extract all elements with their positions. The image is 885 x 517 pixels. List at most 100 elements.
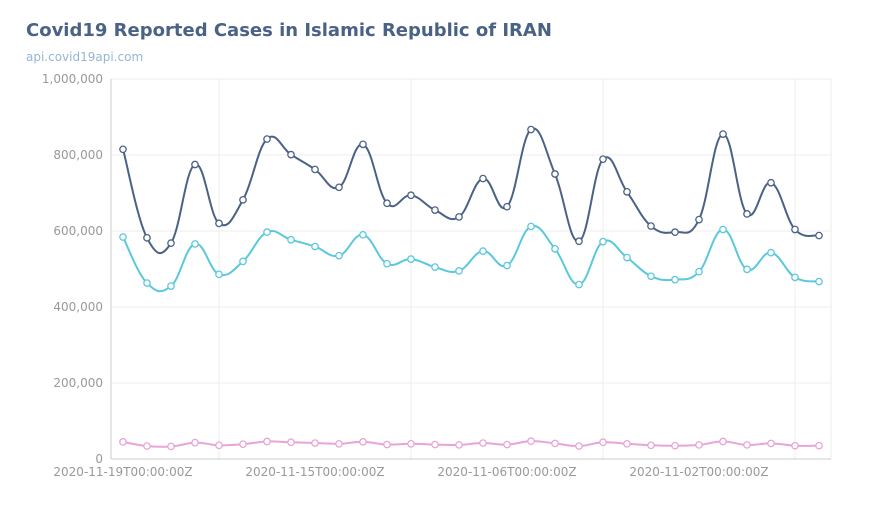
data-point[interactable] xyxy=(599,237,607,246)
data-point[interactable] xyxy=(335,183,343,192)
data-point[interactable] xyxy=(743,441,751,449)
data-point[interactable] xyxy=(407,191,415,200)
data-point[interactable] xyxy=(623,188,631,196)
data-point[interactable] xyxy=(503,202,511,211)
data-point[interactable] xyxy=(335,439,343,448)
data-point[interactable] xyxy=(767,439,775,448)
data-point[interactable] xyxy=(695,267,703,276)
data-point[interactable] xyxy=(575,280,583,289)
data-point[interactable] xyxy=(575,442,583,450)
data-point[interactable] xyxy=(791,273,799,282)
series-line xyxy=(122,224,820,293)
data-point[interactable] xyxy=(551,439,559,448)
data-point[interactable] xyxy=(119,145,127,154)
data-point[interactable] xyxy=(671,441,679,450)
data-point[interactable] xyxy=(599,155,607,164)
data-point[interactable] xyxy=(287,235,295,244)
data-point[interactable] xyxy=(311,439,319,447)
data-point[interactable] xyxy=(815,441,823,450)
data-point[interactable] xyxy=(311,242,319,251)
data-point[interactable] xyxy=(743,265,751,274)
data-point[interactable] xyxy=(311,165,319,174)
data-point[interactable] xyxy=(407,255,415,263)
series-2 xyxy=(119,222,823,293)
data-point[interactable] xyxy=(695,215,703,224)
data-point[interactable] xyxy=(647,222,655,230)
data-point[interactable] xyxy=(191,160,199,169)
data-point[interactable] xyxy=(191,438,199,447)
data-point[interactable] xyxy=(671,275,679,284)
data-point[interactable] xyxy=(695,441,703,449)
data-point[interactable] xyxy=(263,228,271,236)
y-tick-label: 1,000,000 xyxy=(42,72,103,86)
data-point[interactable] xyxy=(479,247,487,255)
data-point[interactable] xyxy=(527,437,535,445)
data-point[interactable] xyxy=(815,277,823,286)
chart-subtitle[interactable]: api.covid19api.com xyxy=(26,50,144,64)
data-point[interactable] xyxy=(767,248,775,257)
data-point[interactable] xyxy=(455,213,463,221)
data-point[interactable] xyxy=(767,178,775,187)
data-point[interactable] xyxy=(647,441,655,450)
data-point[interactable] xyxy=(119,233,127,241)
data-point[interactable] xyxy=(143,279,151,287)
chart-title: Covid19 Reported Cases in Islamic Republ… xyxy=(26,20,552,41)
data-point[interactable] xyxy=(215,219,223,228)
data-point[interactable] xyxy=(239,440,247,449)
data-point[interactable] xyxy=(719,130,727,138)
data-point[interactable] xyxy=(527,125,535,134)
data-point[interactable] xyxy=(215,441,223,450)
data-point[interactable] xyxy=(743,210,751,218)
data-point[interactable] xyxy=(383,259,391,268)
data-point[interactable] xyxy=(191,240,199,248)
data-point[interactable] xyxy=(719,437,727,446)
data-point[interactable] xyxy=(671,228,679,236)
data-point[interactable] xyxy=(263,135,271,143)
data-point[interactable] xyxy=(455,441,463,449)
data-point[interactable] xyxy=(551,245,559,253)
data-point[interactable] xyxy=(791,441,799,450)
data-point[interactable] xyxy=(815,231,823,240)
data-point[interactable] xyxy=(431,206,439,214)
axes xyxy=(110,79,831,460)
data-point[interactable] xyxy=(383,199,391,208)
data-point[interactable] xyxy=(335,251,343,260)
x-tick-label: 2020-11-19T00:00:00Z xyxy=(53,465,192,479)
data-point[interactable] xyxy=(527,222,535,231)
data-point[interactable] xyxy=(503,440,511,449)
data-point[interactable] xyxy=(167,442,175,451)
data-point[interactable] xyxy=(431,440,439,449)
series-line xyxy=(122,127,820,255)
data-point[interactable] xyxy=(431,263,439,271)
data-point[interactable] xyxy=(623,439,631,448)
data-point[interactable] xyxy=(575,237,583,246)
data-point[interactable] xyxy=(359,230,367,239)
data-point[interactable] xyxy=(599,438,607,447)
data-point[interactable] xyxy=(479,439,487,447)
data-point[interactable] xyxy=(119,438,127,446)
data-point[interactable] xyxy=(455,267,463,275)
series-1 xyxy=(119,125,823,255)
data-point[interactable] xyxy=(503,261,511,270)
data-point[interactable] xyxy=(359,140,367,149)
data-point[interactable] xyxy=(647,272,655,281)
data-point[interactable] xyxy=(623,253,631,262)
data-point[interactable] xyxy=(359,438,367,446)
data-point[interactable] xyxy=(791,225,799,234)
data-point[interactable] xyxy=(383,440,391,449)
data-point[interactable] xyxy=(167,239,175,248)
data-point[interactable] xyxy=(287,438,295,447)
data-point[interactable] xyxy=(143,233,151,242)
data-point[interactable] xyxy=(719,225,727,234)
data-point[interactable] xyxy=(167,282,175,290)
data-point[interactable] xyxy=(479,174,487,183)
data-point[interactable] xyxy=(215,270,223,279)
y-tick-label: 400,000 xyxy=(53,300,103,314)
data-point[interactable] xyxy=(143,442,151,450)
data-point[interactable] xyxy=(407,439,415,448)
data-point[interactable] xyxy=(239,195,247,204)
data-point[interactable] xyxy=(239,257,247,266)
data-point[interactable] xyxy=(263,437,271,446)
data-point[interactable] xyxy=(287,150,295,159)
data-point[interactable] xyxy=(551,170,559,178)
